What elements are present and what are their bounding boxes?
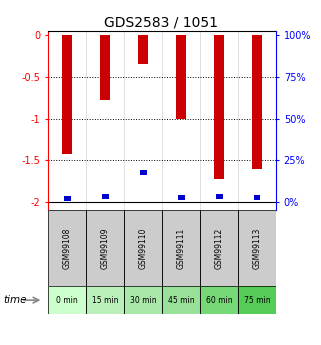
Bar <box>200 210 238 286</box>
Bar <box>252 35 262 169</box>
Bar <box>48 286 86 314</box>
Bar <box>102 194 108 199</box>
Bar <box>62 35 72 154</box>
Bar <box>238 210 276 286</box>
Text: GSM99110: GSM99110 <box>139 228 148 269</box>
Text: GSM99109: GSM99109 <box>100 228 110 269</box>
Bar <box>200 210 238 286</box>
Bar <box>140 169 146 175</box>
Bar <box>86 210 124 286</box>
Bar <box>178 195 185 200</box>
Bar <box>86 210 124 286</box>
Bar <box>200 286 238 314</box>
Bar <box>48 210 86 286</box>
Bar <box>200 286 238 314</box>
Text: 60 min: 60 min <box>206 296 232 305</box>
Text: GSM99112: GSM99112 <box>214 228 224 269</box>
Text: 15 min: 15 min <box>92 296 118 305</box>
Text: GSM99111: GSM99111 <box>177 228 186 269</box>
Text: time: time <box>3 295 27 305</box>
Bar <box>162 286 200 314</box>
Text: 75 min: 75 min <box>244 296 270 305</box>
Bar <box>254 195 260 200</box>
Bar <box>162 210 200 286</box>
Bar <box>86 286 124 314</box>
Text: GSM99113: GSM99113 <box>253 228 262 269</box>
Bar <box>162 210 200 286</box>
Bar <box>124 210 162 286</box>
Bar <box>48 286 86 314</box>
Text: GDS2583 / 1051: GDS2583 / 1051 <box>103 16 218 30</box>
Text: 30 min: 30 min <box>130 296 156 305</box>
Bar <box>124 210 162 286</box>
Bar <box>86 286 124 314</box>
Bar <box>162 286 200 314</box>
Bar <box>124 286 162 314</box>
Text: GSM99108: GSM99108 <box>63 228 72 269</box>
Bar <box>176 35 186 119</box>
Bar <box>214 35 224 179</box>
Bar <box>238 286 276 314</box>
Bar <box>64 196 71 201</box>
Bar <box>48 210 86 286</box>
Bar <box>100 35 110 100</box>
Text: 45 min: 45 min <box>168 296 195 305</box>
Bar <box>216 194 222 199</box>
Bar <box>238 286 276 314</box>
Bar <box>124 286 162 314</box>
Bar <box>238 210 276 286</box>
Text: 0 min: 0 min <box>56 296 78 305</box>
Bar <box>138 35 148 65</box>
